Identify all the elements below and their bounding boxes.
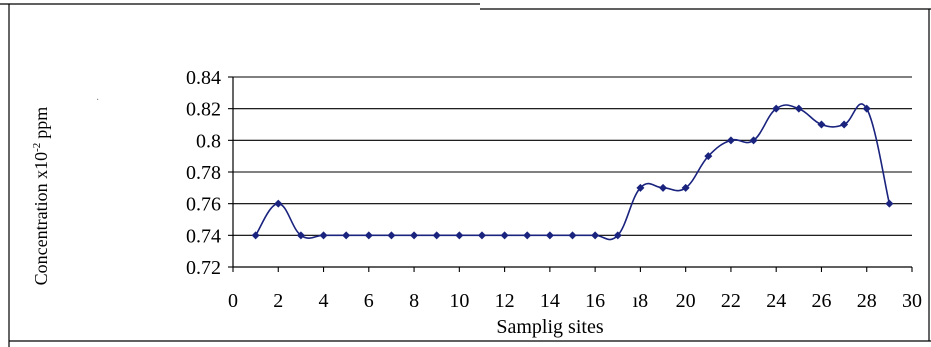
- data-point-marker: [704, 152, 713, 161]
- series: [251, 103, 894, 241]
- data-point-marker: [342, 231, 351, 240]
- x-tick-label: 20: [676, 290, 696, 312]
- y-tick-label: 0.78: [186, 162, 221, 184]
- x-tick-labels: 0 2 4 6 8 10 12 14 16 ı8 20 22 24 26 28 30: [228, 290, 922, 312]
- axes: [228, 76, 913, 272]
- data-point-marker: [523, 231, 532, 240]
- data-point-marker: [794, 104, 803, 113]
- x-axis-label: Samplig sites: [496, 316, 603, 338]
- x-tick-label: 0: [228, 290, 238, 312]
- x-tick-label: 4: [319, 290, 329, 312]
- x-tick-label: 22: [721, 290, 741, 312]
- x-tick-label: 16: [585, 290, 605, 312]
- data-point-marker: [319, 231, 328, 240]
- data-point-marker: [681, 183, 690, 192]
- data-point-marker: [817, 120, 826, 129]
- data-point-marker: [274, 199, 283, 208]
- data-point-marker: [749, 136, 758, 145]
- data-point-marker: [591, 231, 600, 240]
- data-point-marker: [636, 183, 645, 192]
- x-tick-label: 24: [766, 290, 786, 312]
- x-tick-label: 8: [409, 290, 419, 312]
- y-tick-label: 0.74: [186, 225, 221, 247]
- y-tick-label: 0.72: [186, 257, 221, 279]
- data-point-marker: [500, 231, 509, 240]
- data-point-marker: [477, 231, 486, 240]
- data-point-marker: [885, 199, 894, 208]
- x-tick-label: 12: [495, 290, 515, 312]
- x-tick-label: 28: [857, 290, 877, 312]
- y-axis-label-main: Concentration x10: [31, 152, 51, 285]
- x-tick-label: 10: [449, 290, 469, 312]
- x-tick-label: 14: [540, 290, 560, 312]
- data-point-marker: [726, 136, 735, 145]
- data-point-marker: [387, 231, 396, 240]
- data-point-marker: [432, 231, 441, 240]
- data-point-marker: [862, 104, 871, 113]
- data-point-marker: [410, 231, 419, 240]
- data-point-marker: [296, 231, 305, 240]
- data-point-marker: [364, 231, 373, 240]
- x-tick-label: 6: [364, 290, 374, 312]
- y-tick-labels: 0.72 0.74 0.76 0.78 0.8 0.82 0.84: [186, 67, 221, 279]
- y-tick-label: 0.8: [196, 130, 221, 152]
- y-axis-label-exponent: -2: [31, 143, 43, 152]
- x-tick-label: 30: [902, 290, 922, 312]
- x-tick-label: 26: [811, 290, 831, 312]
- data-point-marker: [840, 120, 849, 129]
- data-point-marker: [545, 231, 554, 240]
- y-axis-label: Concentration x10-2 ppm: [31, 107, 51, 286]
- data-point-marker: [455, 231, 464, 240]
- gridlines: [233, 76, 912, 236]
- data-point-marker: [659, 183, 668, 192]
- x-tick-label: 2: [273, 290, 283, 312]
- data-point-marker: [772, 104, 781, 113]
- stray-mark: ·: [96, 95, 99, 106]
- y-tick-label: 0.84: [186, 67, 221, 89]
- y-axis-label-unit: ppm: [31, 107, 51, 139]
- data-point-marker: [568, 231, 577, 240]
- data-point-marker: [613, 231, 622, 240]
- y-tick-label: 0.76: [186, 194, 221, 216]
- y-tick-label: 0.82: [186, 99, 221, 121]
- x-tick-label: ı8: [633, 290, 649, 312]
- data-point-marker: [251, 231, 260, 240]
